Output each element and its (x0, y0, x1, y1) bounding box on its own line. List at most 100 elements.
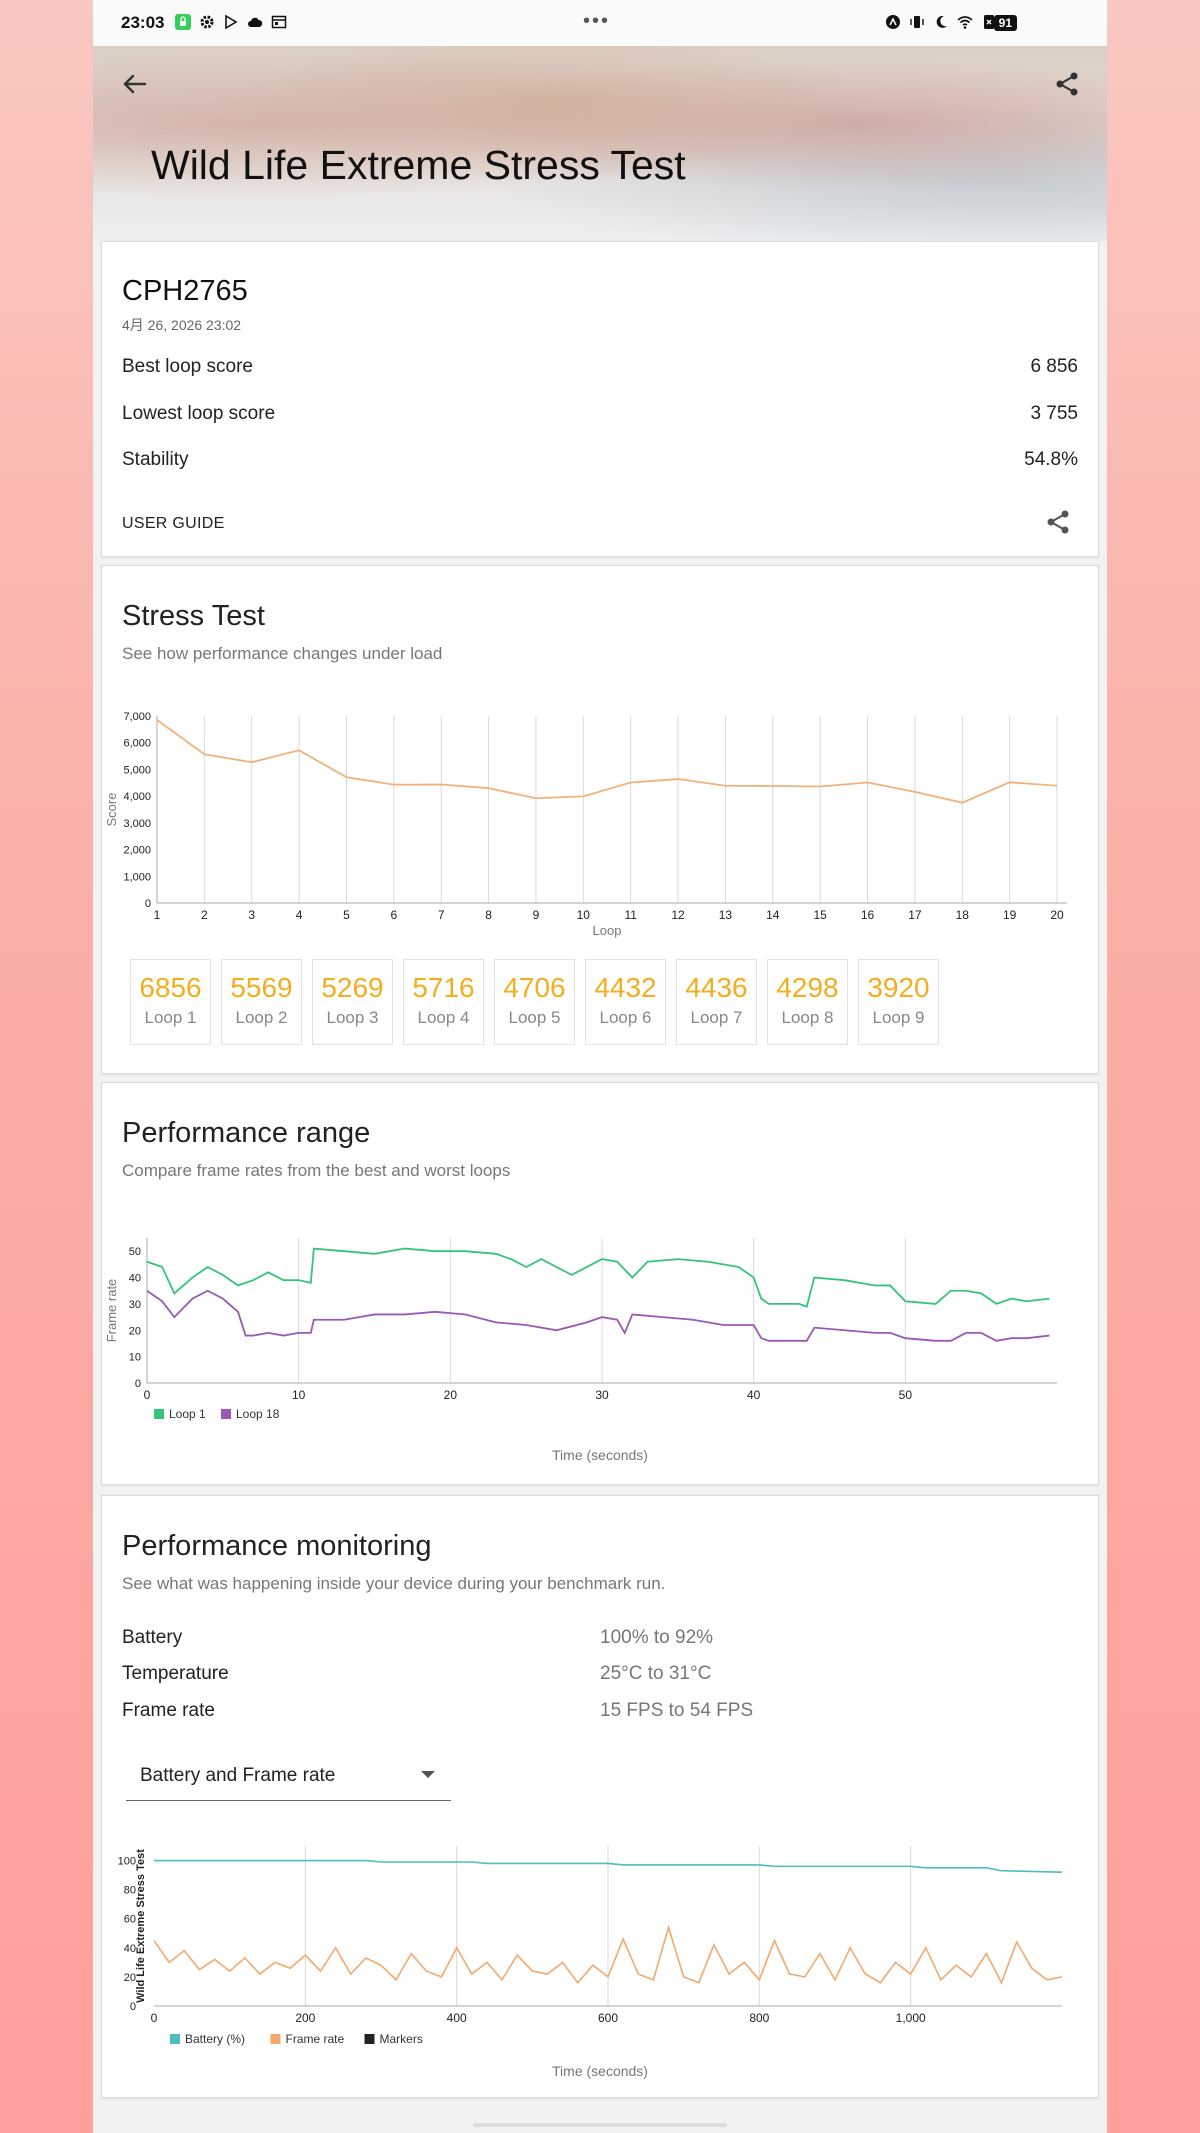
y-axis-label: Wild Life Extreme Stress Test (135, 1849, 147, 2003)
temperature-value: 25°C to 31°C (600, 1663, 712, 1684)
dropdown-selected: Battery and Frame rate (140, 1765, 336, 1786)
frame-rate-label: Frame rate (122, 1700, 215, 1721)
loop-score-tiles: 6856 Loop 1 5569 Loop 2 5269 Loop 3 5716 Loo… (130, 959, 939, 1045)
lowest-loop-value: 3 755 (1030, 403, 1078, 424)
legend-label: Markers (380, 2032, 423, 2046)
loop-label: Loop 8 (781, 1008, 834, 1027)
play-store-icon (225, 14, 238, 30)
stress-test-chart: 1 2 3 4 5 6 7 8 9 10 11 12 13 14 15 16 17 18 19 2001,0002,0… (104, 711, 1067, 938)
performance-monitoring-chart: 0 200 400 600 800 1,000 0 20 40 60 80 100 Wild Life … (118, 1846, 1063, 2079)
legend-swatch (221, 1409, 231, 1419)
y-tick-label: 80 (124, 1885, 136, 1897)
y-tick-label: 40 (124, 1943, 136, 1955)
section-subtitle: See what was happening inside your devic… (122, 1574, 666, 1593)
loop-score: 4436 (685, 972, 748, 1003)
x-tick-label: 1 (154, 908, 161, 922)
y-axis-label: Frame rate (104, 1279, 119, 1343)
vibrate-icon (910, 16, 924, 28)
loop-tile: 6856 Loop 1 (130, 959, 211, 1045)
cloud-icon (248, 17, 263, 27)
chart-type-dropdown[interactable]: Battery and Frame rate (126, 1751, 451, 1801)
x-tick-label: 17 (908, 908, 922, 922)
y-tick-label: 1,000 (123, 871, 151, 883)
user-guide-link[interactable]: USER GUIDE (122, 515, 225, 532)
lowest-loop-label: Lowest loop score (122, 403, 276, 424)
loop-tile: 5716 Loop 4 (403, 959, 484, 1045)
hero-header: Wild Life Extreme Stress Test (93, 46, 1107, 241)
y-tick-label: 60 (124, 1914, 136, 1926)
y-tick-label: 100 (118, 1856, 136, 1868)
x-tick-label: 0 (144, 1388, 151, 1402)
x-tick-label: 20 (1050, 908, 1064, 922)
x-tick-label: 3 (248, 908, 255, 922)
temperature-label: Temperature (122, 1663, 229, 1684)
loop-label: Loop 7 (690, 1008, 743, 1027)
x-tick-label: 11 (624, 908, 637, 922)
loop-label: Loop 2 (235, 1008, 288, 1027)
nfc-icon (886, 15, 900, 29)
gear-icon (200, 15, 214, 29)
battery-value: 100% to 92% (600, 1627, 714, 1648)
score-series-line (156, 719, 1058, 804)
arrow-left-icon[interactable] (121, 70, 149, 98)
x-tick-label: 1,000 (896, 2011, 926, 2025)
more-dots-icon[interactable]: ••• (583, 10, 611, 32)
x-axis-label: Loop (593, 923, 622, 938)
section-subtitle: Compare frame rates from the best and wo… (122, 1161, 511, 1180)
home-indicator[interactable] (473, 2123, 727, 2127)
x-tick-label: 0 (151, 2011, 158, 2025)
page-title: Wild Life Extreme Stress Test (151, 142, 686, 188)
share-icon[interactable] (1044, 508, 1072, 536)
loop-score: 3920 (867, 972, 930, 1003)
x-tick-label: 10 (577, 908, 591, 922)
section-subtitle: See how performance changes under load (122, 644, 443, 663)
status-bar: 23:03 ••• 91 (93, 0, 1107, 46)
loop-score: 5716 (412, 972, 475, 1003)
x-tick-label: 14 (766, 908, 780, 922)
legend-label: Frame rate (286, 2032, 345, 2046)
stress-test-card: Stress Test See how performance changes … (101, 565, 1099, 1074)
x-tick-label: 50 (899, 1388, 913, 1402)
chevron-down-icon (421, 1771, 435, 1778)
performance-monitoring-card: Performance monitoring See what was happ… (101, 1495, 1099, 2098)
x-axis-label: Time (seconds) (552, 1447, 648, 1463)
loop-score: 4298 (776, 972, 839, 1003)
loop-score: 5569 (230, 972, 293, 1003)
x-tick-label: 7 (438, 908, 445, 922)
lock-app-icon (175, 14, 191, 30)
x-tick-label: 13 (719, 908, 733, 922)
loop-score: 5269 (321, 972, 384, 1003)
loop-tile: 4298 Loop 8 (767, 959, 848, 1045)
x-tick-label: 30 (595, 1388, 609, 1402)
x-tick-label: 20 (444, 1388, 458, 1402)
x-tick-label: 10 (292, 1388, 306, 1402)
loop-label: Loop 6 (599, 1008, 652, 1027)
loop-score: 4432 (594, 972, 657, 1003)
loop-label: Loop 5 (508, 1008, 561, 1027)
legend-label: Loop 18 (236, 1407, 280, 1421)
battery-badge: 91 (993, 15, 1017, 31)
y-tick-label: 5,000 (123, 764, 151, 776)
loop-tile: 5269 Loop 3 (312, 959, 393, 1045)
section-title: Performance monitoring (122, 1530, 432, 1562)
calendar-icon (271, 15, 287, 29)
loop-tile: 5569 Loop 2 (221, 959, 302, 1045)
x-tick-label: 800 (749, 2011, 769, 2025)
legend-label: Battery (%) (185, 2032, 245, 2046)
status-time: 23:03 (121, 13, 165, 32)
best-loop-value: 6 856 (1030, 356, 1078, 377)
y-tick-label: 3,000 (123, 818, 151, 830)
loop-tile: 4432 Loop 6 (585, 959, 666, 1045)
stability-label: Stability (122, 449, 189, 470)
hero-artwork (93, 46, 1107, 241)
x-tick-label: 600 (598, 2011, 618, 2025)
battery-label: Battery (122, 1627, 183, 1648)
section-title: Stress Test (122, 600, 265, 632)
app-window: 23:03 ••• 91 Wild Life Extreme Stress Te… (93, 0, 1107, 2133)
y-tick-label: 0 (130, 2001, 136, 2013)
y-tick-label: 7,000 (123, 711, 151, 723)
best-loop-label: Best loop score (122, 356, 253, 377)
share-icon[interactable] (1053, 70, 1081, 98)
x-axis-label: Time (seconds) (552, 2063, 648, 2079)
status-left-icons (175, 14, 287, 30)
